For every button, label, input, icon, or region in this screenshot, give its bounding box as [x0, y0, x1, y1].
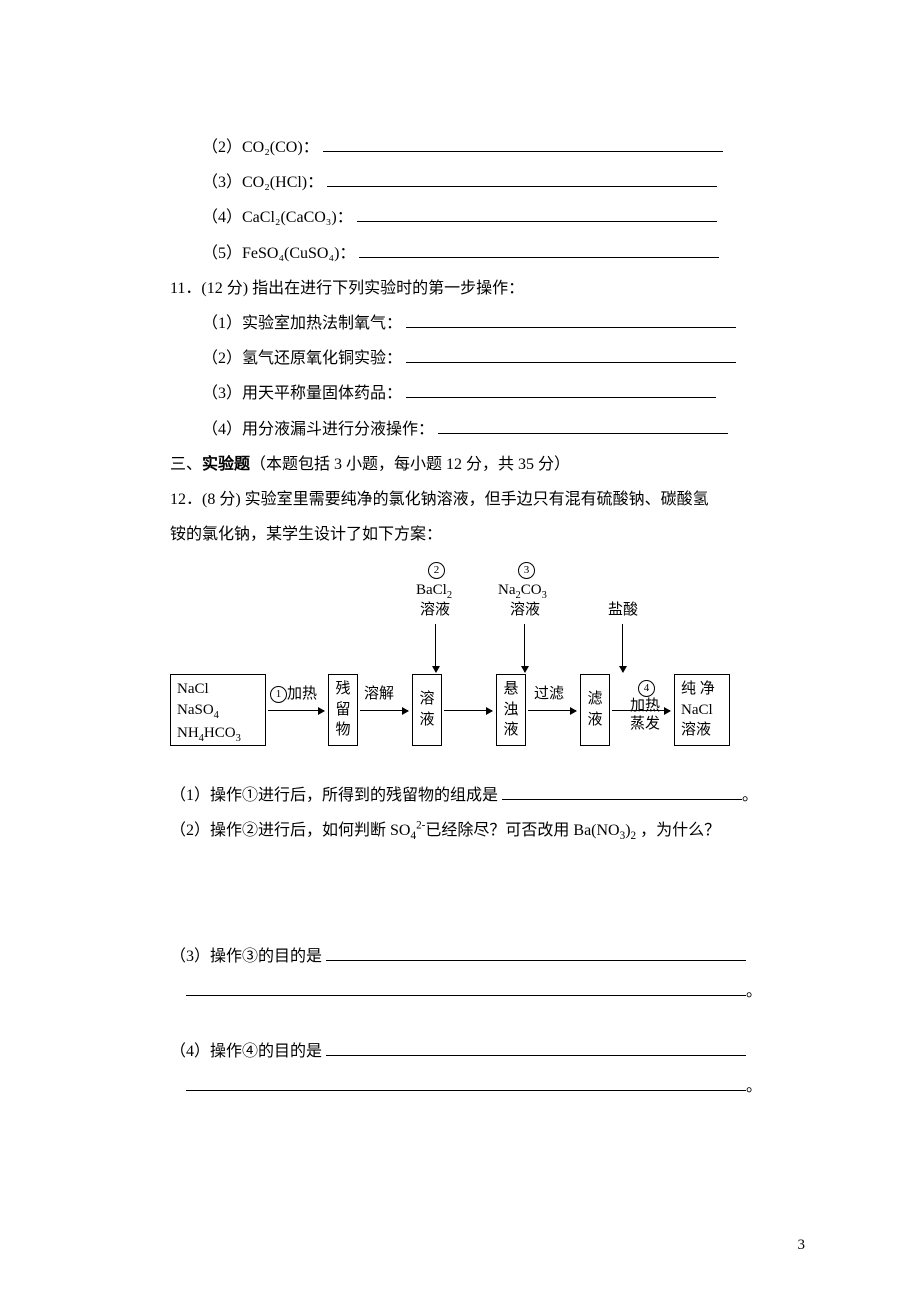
q12-3: （3）操作③的目的是 — [170, 939, 810, 974]
q11-2: （2）氢气还原氧化铜实验： — [170, 341, 810, 376]
q11-2-label: （2）氢气还原氧化铜实验： — [202, 350, 402, 367]
item-5-blank[interactable] — [359, 241, 719, 258]
q11-3: （3）用天平称量固体药品： — [170, 376, 810, 411]
section-3-bold: 实验题 — [202, 456, 250, 473]
item-2: （2）CO₂(CO)： — [170, 130, 810, 165]
page-number: 3 — [798, 1229, 806, 1262]
fc-step2: 溶解 — [364, 684, 394, 704]
q12-4: （4）操作④的目的是 — [170, 1034, 810, 1069]
fc-step4b: 蒸发 — [630, 714, 660, 734]
q11-1-label: （1）实验室加热法制氧气： — [202, 315, 402, 332]
item-5-label: （5）FeSO₄(CuSO₄)： — [202, 245, 355, 262]
fc-box-start: NaClNaSO4NH4HCO3 — [170, 674, 266, 746]
q11-3-label: （3）用天平称量固体药品： — [202, 385, 402, 402]
fc-box-solution: 溶液 — [412, 674, 442, 746]
fc-hcl: 盐酸 — [608, 600, 638, 620]
item-3-label: （3）CO₂(HCl)： — [202, 174, 323, 191]
item-3: （3）CO₂(HCl)： — [170, 165, 810, 200]
q12-3-blank2[interactable] — [186, 979, 746, 996]
q12-3-cont: 。 — [170, 974, 810, 1009]
fc-bacl2-sol: 溶液 — [420, 600, 450, 620]
section-3-header: 三、实验题（本题包括 3 小题，每小题 12 分，共 35 分） — [170, 447, 810, 482]
fc-box-suspension: 悬浊液 — [496, 674, 526, 746]
q12-3-blank[interactable] — [326, 944, 746, 961]
fc-arrow-3 — [444, 710, 492, 711]
q12-4-blank2[interactable] — [186, 1074, 746, 1091]
page: （2）CO₂(CO)： （3）CO₂(HCl)： （4）CaCl₂(CaCO₃)… — [0, 0, 920, 1300]
q11-head: 11．(12 分) 指出在进行下列实验时的第一步操作： — [170, 271, 810, 306]
q12-2-space — [170, 849, 810, 939]
q11-4-label: （4）用分液漏斗进行分液操作： — [202, 421, 434, 438]
q12-head-2: 铵的氯化钠，某学生设计了如下方案： — [170, 517, 810, 552]
q11-4: （4）用分液漏斗进行分液操作： — [170, 412, 810, 447]
fc-circ-2: 2 — [428, 560, 445, 580]
fc-arrow-5 — [612, 710, 670, 711]
item-2-label: （2）CO₂(CO)： — [202, 139, 319, 156]
flowchart: 2 BaCl2 溶液 3 Na2CO3 溶液 盐酸 NaClNaSO4NH4HC… — [170, 560, 810, 770]
fc-step-filter: 过滤 — [534, 684, 564, 704]
q12-1: （1）操作①进行后，所得到的残留物的组成是 。 — [170, 778, 810, 813]
fc-circ-3: 3 — [518, 560, 535, 580]
item-4-blank[interactable] — [357, 205, 717, 222]
item-4-label: （4）CaCl₂(CaCO₃)： — [202, 209, 353, 226]
spacer — [170, 1010, 810, 1034]
fc-box-residue: 残留物 — [328, 674, 358, 746]
q11-1-blank[interactable] — [406, 311, 736, 328]
fc-box-filtrate: 滤液 — [580, 674, 610, 746]
q12-2: （2）操作②进行后，如何判断 SO42-已经除尽？可否改用 Ba(NO3)2 ，… — [170, 813, 810, 849]
q12-head-1: 12．(8 分) 实验室里需要纯净的氯化钠溶液，但手边只有混有硫酸钠、碳酸氢 — [170, 482, 810, 517]
fc-na2co3-sol: 溶液 — [510, 600, 540, 620]
fc-arrow-2 — [360, 710, 408, 711]
fc-arrow-down-3 — [622, 624, 623, 672]
item-5: （5）FeSO₄(CuSO₄)： — [170, 236, 810, 271]
q12-1-label: （1）操作①进行后，所得到的残留物的组成是 — [170, 787, 498, 804]
q12-4-blank[interactable] — [326, 1039, 746, 1056]
fc-box-end: 纯 净NaCl溶液 — [674, 674, 730, 746]
q12-3-label: （3）操作③的目的是 — [170, 948, 322, 965]
q11-2-blank[interactable] — [406, 346, 736, 363]
q12-4-cont: 。 — [170, 1069, 810, 1104]
q12-4-label: （4）操作④的目的是 — [170, 1043, 322, 1060]
q12-1-blank[interactable] — [502, 783, 742, 800]
item-4: （4）CaCl₂(CaCO₃)： — [170, 200, 810, 235]
fc-arrow-down-1 — [435, 624, 436, 672]
item-3-blank[interactable] — [327, 170, 717, 187]
item-2-blank[interactable] — [323, 135, 723, 152]
fc-arrow-4 — [528, 710, 576, 711]
fc-arrow-down-2 — [524, 624, 525, 672]
q11-1: （1）实验室加热法制氧气： — [170, 306, 810, 341]
fc-arrow-1 — [268, 710, 324, 711]
q11-4-blank[interactable] — [438, 417, 728, 434]
fc-step1: 1加热 — [270, 684, 317, 704]
q11-3-blank[interactable] — [406, 381, 716, 398]
